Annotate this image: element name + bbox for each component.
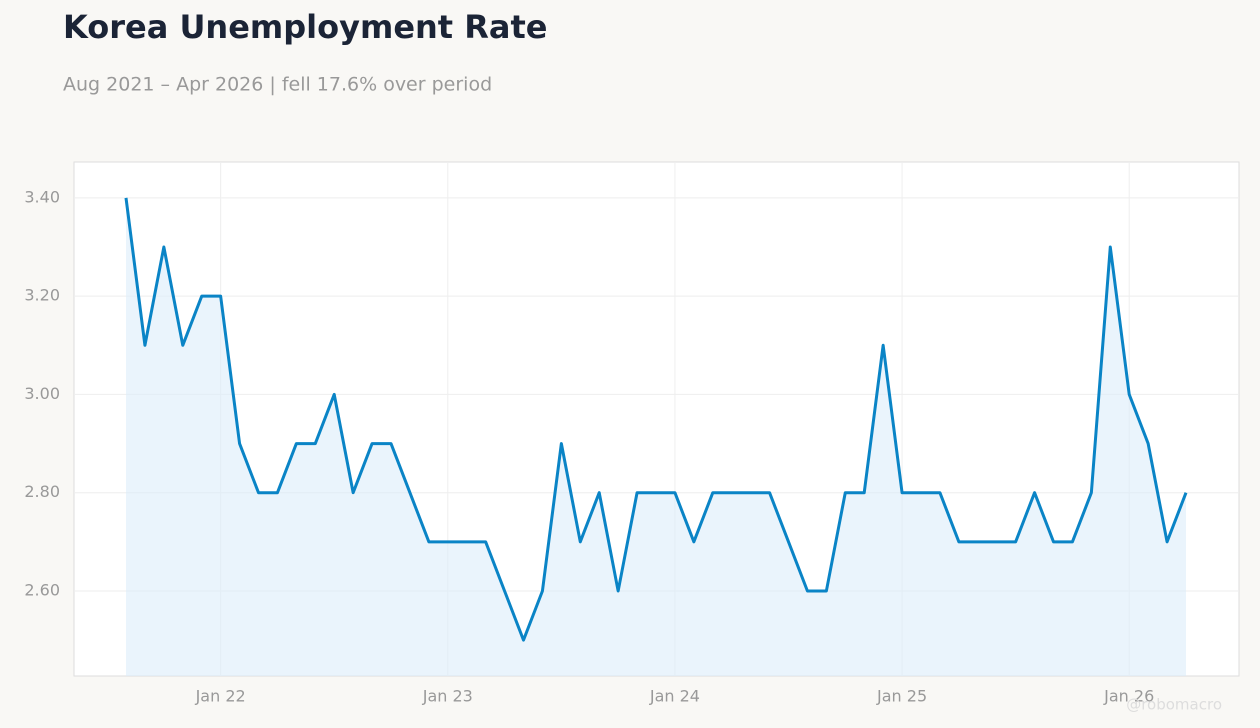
x-tick-label: Jan 24 <box>649 687 700 706</box>
watermark: @robomacro <box>1126 696 1222 714</box>
area <box>126 197 1186 676</box>
y-tick-label: 3.20 <box>24 286 60 305</box>
chart-subtitle: Aug 2021 – Apr 2026 | fell 17.6% over pe… <box>63 74 492 96</box>
y-tick-label: 3.00 <box>24 384 60 403</box>
x-tick-label: Jan 23 <box>422 687 473 706</box>
chart-title: Korea Unemployment Rate <box>63 8 547 46</box>
x-tick-label: Jan 25 <box>876 687 927 706</box>
x-tick-label: Jan 26 <box>1103 687 1154 706</box>
y-tick-label: 3.40 <box>24 187 60 206</box>
y-tick-label: 2.60 <box>24 580 60 599</box>
x-tick-label: Jan 22 <box>195 687 246 706</box>
line <box>124 197 1188 642</box>
y-tick-label: 2.80 <box>24 482 60 501</box>
